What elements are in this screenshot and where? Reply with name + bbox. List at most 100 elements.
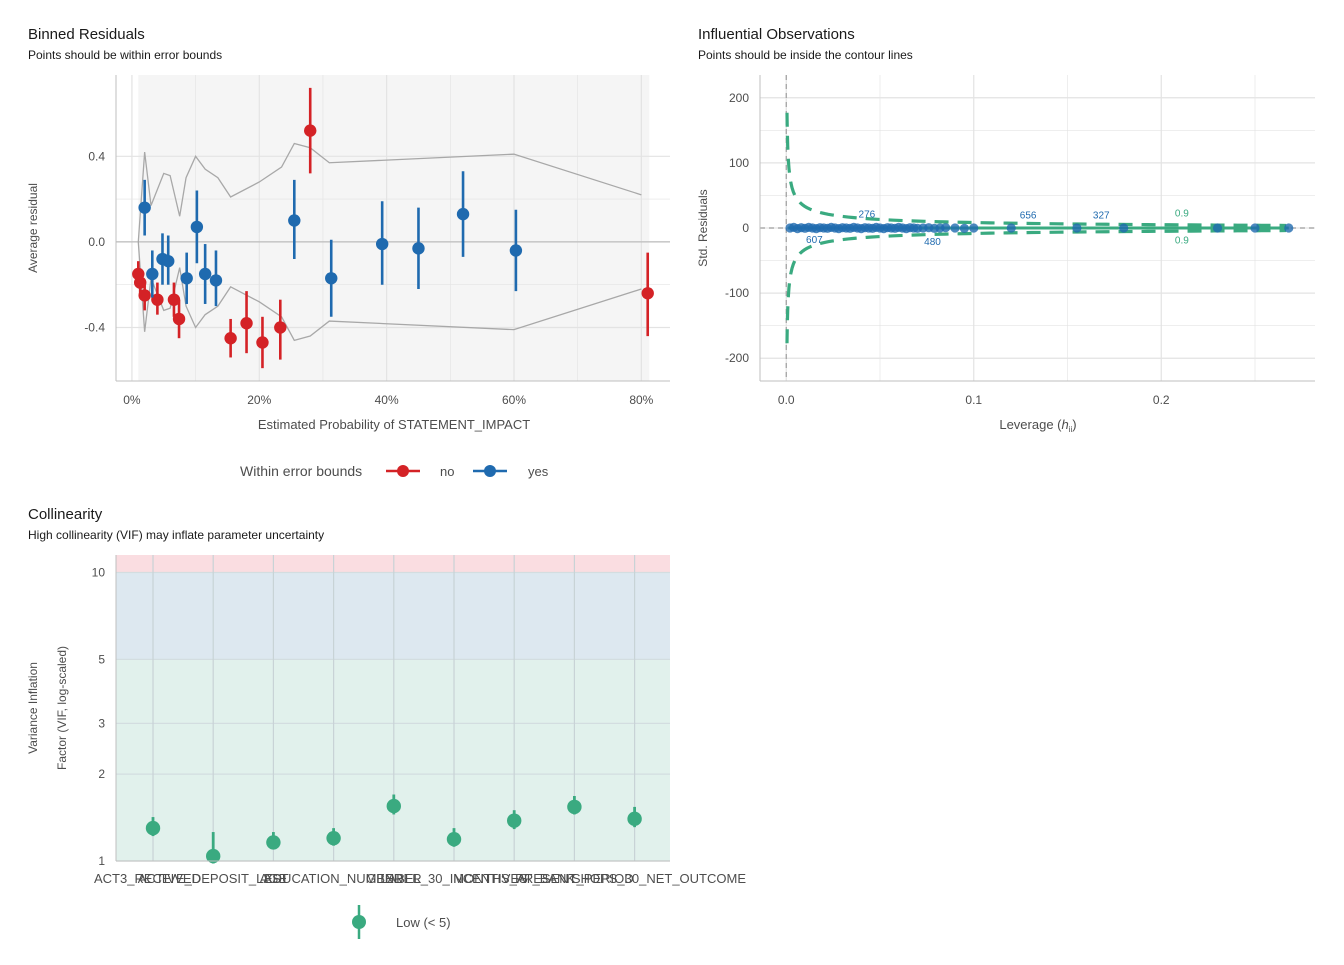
collinearity-points [145, 794, 642, 864]
y-tick-label: -100 [725, 286, 749, 300]
y-tick-label: 10 [92, 566, 106, 580]
binned-residuals-points [132, 87, 654, 369]
binned-residuals-error-bounds [137, 142, 642, 342]
x-tick-label: ACT3_RECEIVED [94, 871, 201, 886]
x-tick-label: 0% [123, 393, 141, 407]
residual-point-yes [412, 242, 425, 255]
residual-point-yes [288, 214, 301, 227]
x-tick-label: AGE [260, 871, 288, 886]
upper-contour-line [785, 112, 1287, 228]
binned-residuals-y-label: Average residual [26, 183, 40, 273]
influential-observations-panel: Influential Observations Points should b… [696, 26, 1315, 434]
collinearity-bands [116, 555, 670, 861]
observation-point [941, 223, 951, 233]
binned-residuals-title: Binned Residuals [28, 26, 145, 43]
observation-label: 480 [924, 237, 941, 248]
residual-point-no [167, 293, 181, 306]
x-tick-label: 20% [247, 393, 271, 407]
residual-point-no [256, 336, 269, 349]
legend-low-label: Low (< 5) [396, 915, 451, 930]
lower-error-bound [137, 241, 642, 342]
collinearity-y-label-2: Factor (VIF, log-scaled) [55, 646, 69, 770]
x-tick-label: SHOPS_30_NET_OUTCOME [572, 871, 746, 886]
legend-no-label: no [440, 464, 454, 479]
legend-no-dot [397, 465, 409, 477]
residual-point-yes [456, 207, 470, 221]
vif-point [206, 848, 221, 864]
vif-point [627, 811, 642, 827]
observation-label: 607 [806, 235, 823, 246]
x-tick-label: 40% [375, 393, 399, 407]
x-tick-label: 80% [629, 393, 653, 407]
y-tick-label: 1 [98, 854, 105, 868]
observation-point [969, 223, 979, 233]
y-tick-label: 2 [98, 767, 105, 781]
residual-point-no [641, 287, 654, 300]
binned-residuals-panel: Binned Residuals Points should be within… [26, 26, 670, 479]
residual-point-no [240, 317, 253, 330]
y-tick-label: -0.4 [84, 321, 105, 335]
residual-point-yes [509, 244, 523, 257]
vif-band-high [116, 555, 670, 573]
y-tick-label: 0.0 [88, 235, 105, 249]
residual-point-no [138, 289, 151, 302]
vif-point [507, 813, 522, 828]
legend-low-dot [352, 915, 366, 929]
y-tick-label: 5 [98, 652, 105, 666]
x-tick-label: MONTHS_AT_BANK [453, 871, 575, 886]
y-tick-label: 100 [729, 156, 749, 170]
y-tick-label: -200 [725, 351, 749, 365]
residual-point-yes [190, 220, 204, 234]
x-tick-label: 0.2 [1153, 393, 1170, 407]
vif-point [266, 835, 281, 850]
binned-residuals-plot-area [138, 75, 650, 381]
observation-point [1250, 223, 1260, 233]
residual-point-yes [209, 274, 223, 287]
vif-point [446, 832, 462, 847]
vif-point [326, 830, 341, 846]
legend-yes-label: yes [528, 464, 549, 479]
vif-band-low [116, 659, 670, 861]
residual-point-no [172, 312, 186, 326]
legend-title: Within error bounds [240, 463, 362, 479]
influential-title: Influential Observations [698, 26, 855, 43]
collinearity-panel: Collinearity High collinearity (VIF) may… [26, 506, 746, 939]
upper-error-bound [137, 142, 642, 242]
influential-subtitle: Points should be inside the contour line… [698, 48, 913, 62]
vif-point [386, 798, 401, 814]
observation-label: 276 [859, 210, 876, 221]
y-tick-label: 0 [742, 221, 749, 235]
observation-point [1212, 223, 1223, 233]
collinearity-legend: Low (< 5) [352, 905, 451, 939]
collinearity-y-label-1: Variance Inflation [26, 662, 40, 754]
binned-residuals-axes: 0% 20% 40% 60% 80% -0.4 0.0 0.4 [84, 75, 670, 407]
residual-point-no [151, 293, 164, 306]
y-tick-label: 3 [98, 716, 105, 730]
x-tick-label: PRESENT_PERIOD [515, 871, 633, 886]
observation-point [959, 223, 969, 233]
binned-residuals-gridlines [116, 75, 670, 381]
observation-label: 656 [1020, 210, 1037, 221]
residual-point-no [224, 332, 237, 345]
contour-level-label: 0.9 [1175, 236, 1189, 247]
vif-point [567, 799, 582, 815]
error-bounds-shaded-region [138, 75, 650, 381]
influential-x-label: Leverage (hii) [999, 417, 1076, 434]
observation-point [1006, 223, 1016, 233]
binned-residuals-x-label: Estimated Probability of STATEMENT_IMPAC… [258, 417, 530, 432]
contour-level-label: 0.9 [1175, 208, 1189, 219]
collinearity-axes: 1 2 3 5 10 ACT3_RECEIVEDACTIVE_DEPOSIT_LASTAG… [92, 555, 746, 886]
influential-points [785, 222, 1294, 234]
x-tick-label: GENDER [366, 871, 422, 886]
residual-point-no [133, 276, 147, 289]
residual-point-yes [375, 237, 389, 251]
influential-y-label: Std. Residuals [696, 189, 710, 266]
observation-point [950, 223, 960, 233]
x-tick-label: 60% [502, 393, 526, 407]
residual-point-yes [180, 272, 193, 285]
residual-point-yes [325, 272, 338, 285]
legend-yes-dot [484, 465, 496, 477]
vif-band-moderate [116, 572, 670, 660]
residual-point-yes [138, 201, 151, 214]
